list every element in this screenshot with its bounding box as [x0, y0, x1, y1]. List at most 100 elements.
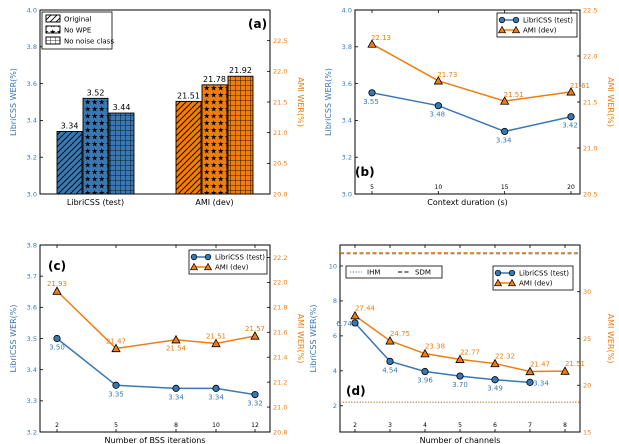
panel-0-data-label: 3.52 [87, 88, 105, 97]
panel-2-legend-marker [190, 253, 198, 261]
panel-3-ytick-label-left: 8 [333, 297, 337, 305]
panel-2-point [112, 381, 120, 389]
panel-2-ytick-label-left: 3.2 [27, 428, 37, 436]
panel-1-ytick-label-left: 3.2 [342, 154, 352, 162]
panel-1-data-label: 3.48 [430, 111, 446, 119]
panel-1-ytick-label-left: 4.0 [342, 6, 352, 14]
panel-3-reference-legend-label: SDM [415, 269, 431, 277]
panel-3-ytick-label-left: 10 [329, 262, 337, 270]
panel-2-legend-marker [189, 262, 199, 271]
panel-1-data-label: 3.55 [363, 98, 379, 106]
panel-0-ytick-label-left: 4.0 [27, 6, 37, 14]
panel-3-point [386, 357, 394, 365]
panel-0-ytick-label-left: 3.0 [27, 190, 37, 198]
panel-0-bar-pattern [201, 84, 228, 195]
panel-2-data-label: 21.51 [206, 332, 226, 340]
panel-2-ytick-label-right: 21.0 [273, 403, 287, 411]
panel-1-xtick-label: 20 [567, 184, 575, 191]
panel-3-data-label: 22.77 [460, 348, 480, 356]
panel-2-point [172, 384, 180, 392]
panel-3-xtick-label: 7 [528, 422, 532, 429]
panel-3-legend-marker [493, 278, 503, 287]
panel-2-ytick-label-right: 21.8 [273, 304, 287, 312]
panel-1-point [566, 87, 576, 96]
panel-2-xtick-label: 8 [174, 422, 178, 429]
panel-1-ytick-label-left: 3.8 [342, 43, 352, 51]
panel-0-data-label: 21.78 [203, 75, 226, 84]
panel-2-data-label: 3.50 [49, 344, 65, 352]
panel-1-xtick-label: 5 [370, 184, 374, 191]
panel-3-ylabel-left: LibriCSS WER(%) [309, 305, 318, 373]
panel-1-point [368, 89, 376, 97]
panel-1-point [567, 113, 575, 121]
panel-3-point [490, 358, 500, 368]
panel-1-panel-label: (b) [355, 165, 375, 179]
panel-0-ytick-label-right: 21.5 [273, 98, 287, 106]
panel-3-data-label: 4.54 [382, 366, 398, 374]
panel-1-xtick-label: 15 [501, 184, 509, 191]
panel-2-point [111, 343, 121, 353]
panel-2-panel-label: (c) [48, 259, 66, 273]
panel-1-ytick-label-right: 20.5 [583, 190, 597, 198]
panel-1-legend-marker [498, 16, 506, 24]
panel-0-data-label: 3.44 [113, 103, 131, 112]
panel-0-ytick-label-left: 3.4 [27, 117, 37, 125]
panel-1-data-label: 21.51 [504, 91, 524, 99]
panel-2-xlabel: Number of BSS iterations [105, 436, 206, 444]
panel-3-point [420, 348, 430, 358]
panel-2-legend: LibriCSS (test) AMI (dev) [188, 249, 268, 275]
panel-0-data-label: 21.92 [229, 66, 252, 75]
panel-0-legend: Original No WPE No noise class [41, 11, 114, 50]
panel-0-bar-pattern [227, 75, 254, 195]
panel-1-ylabel-right: AMI WER(%) [606, 77, 615, 127]
panel-2-point [52, 286, 62, 295]
panel-3-point [525, 366, 535, 376]
panel-3-data-label: 3.96 [417, 377, 433, 385]
panel-1-ytick-label-left: 3.4 [342, 117, 352, 125]
panel-2-ytick-label-left: 3.4 [27, 366, 37, 374]
panel-1-series-line [371, 92, 572, 133]
panel-2-ytick-label-left: 3.8 [27, 241, 37, 249]
panel-0-ytick-label-right: 22.5 [273, 37, 287, 45]
panel-0-data-label: 3.34 [61, 121, 79, 130]
panel-3-xtick-label: 3 [388, 422, 392, 429]
panel-0-category-label: AMI (dev) [195, 198, 233, 207]
panel-1-ytick-label-right: 21.0 [583, 144, 597, 152]
panel-3-data-label: 21.51 [565, 360, 585, 368]
panel-0-legend-label: No WPE [64, 27, 91, 35]
panel-0-bar-pattern [175, 100, 202, 195]
panel-3-point [351, 319, 359, 327]
panel-3-ytick-label-left: 6 [333, 332, 337, 340]
panel-0-bar-pattern [108, 112, 135, 195]
panel-3-ytick-label-right: 20 [583, 382, 591, 390]
panel-2-xtick-label: 5 [114, 422, 118, 429]
panel-2-ylabel-left: LibriCSS WER(%) [9, 305, 18, 373]
panel-3-xtick-label: 5 [458, 422, 462, 429]
panel-2-data-label: 3.32 [247, 400, 263, 408]
panel-2-data-label: 3.34 [168, 393, 184, 401]
panel-1-ytick-label-right: 22.0 [583, 52, 597, 60]
panel-3-point [421, 367, 429, 376]
panel-1-ytick-label-right: 22.5 [583, 6, 597, 14]
panel-2-data-label: 3.34 [208, 393, 224, 401]
panel-2-legend-marker [204, 253, 212, 261]
panel-3-point [350, 310, 360, 320]
panel-3-point [526, 378, 534, 386]
panel-2-ytick-label-left: 3.6 [27, 304, 37, 312]
panel-3-point [491, 376, 499, 384]
panel-2-ytick-label-right: 22.0 [273, 279, 287, 287]
panel-3-ytick-label-right: 25 [583, 335, 591, 343]
panel-0-ylabel-right: AMI WER(%) [296, 77, 305, 127]
panel-1-legend-box [496, 12, 578, 38]
panel-3-legend-marker [508, 269, 516, 277]
panel-2-data-label: 21.47 [106, 337, 126, 345]
panel-3-xtick-label: 2 [353, 422, 357, 429]
panel-1-ylabel-left: LibriCSS WER(%) [324, 68, 333, 136]
panel-1-ytick-label-left: 3.0 [342, 190, 352, 198]
panel-2-legend-marker [203, 262, 213, 271]
panel-3-legend-marker [494, 269, 502, 277]
panel-3-xlabel: Number of channels [420, 436, 501, 444]
panel-0-legend-swatch [45, 14, 61, 23]
panel-1-series-line [371, 43, 572, 102]
panel-3-point [456, 372, 464, 380]
